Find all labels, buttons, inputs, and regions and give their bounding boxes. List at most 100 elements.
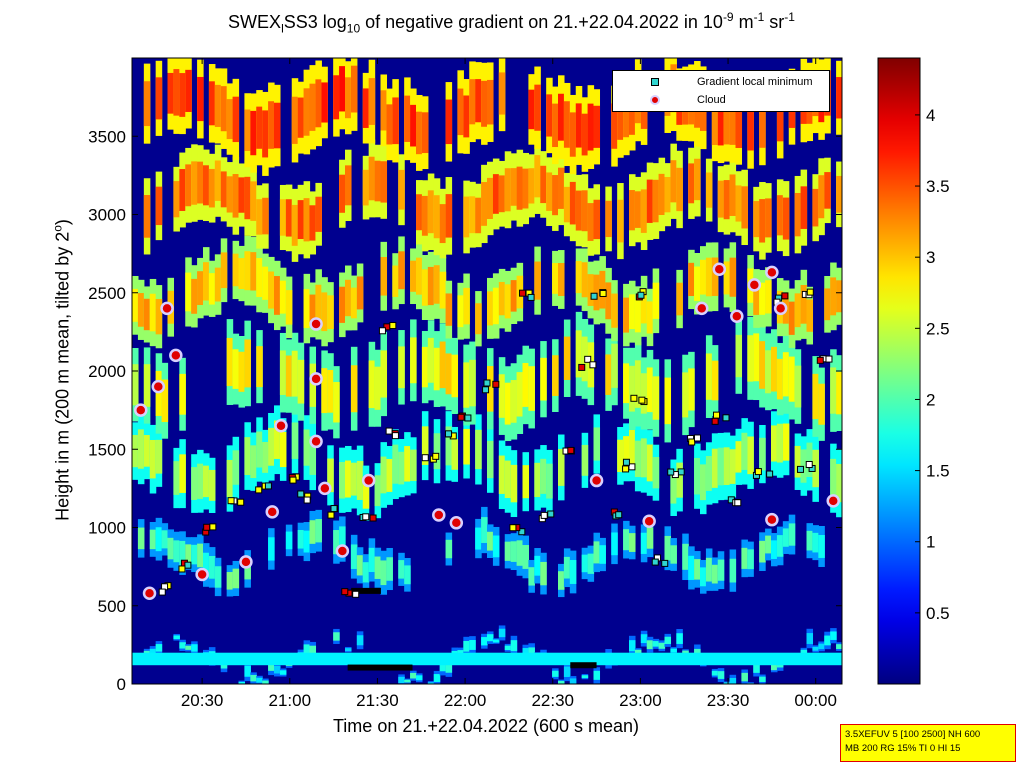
heatmap-cell: [179, 540, 186, 566]
heatmap-cell: [629, 190, 636, 231]
heatmap-cell: [262, 441, 269, 473]
heatmap-cell: [463, 196, 470, 238]
heatmap-cell: [652, 179, 660, 223]
x-tick-label: 21:30: [356, 691, 399, 710]
heatmap-cell: [232, 450, 240, 485]
x-tick-label: 20:30: [181, 691, 224, 710]
heatmap-cell: [788, 356, 796, 402]
heatmap-cell: [197, 543, 204, 568]
colorbar-tick-label: 2: [926, 390, 935, 409]
heatmap-cell: [173, 461, 180, 495]
y-tick-label: 1000: [88, 519, 126, 538]
heatmap-cell: [510, 541, 518, 562]
heatmap-cell: [629, 429, 636, 467]
heatmap-cell: [599, 545, 606, 564]
colorbar-tick-label: 2.5: [926, 319, 950, 338]
cloud-marker: [169, 348, 183, 363]
heatmap-cell: [238, 258, 246, 290]
heatmap-cell: [634, 649, 642, 654]
heatmap-cell: [682, 372, 689, 418]
heatmap-cell: [611, 103, 618, 149]
heatmap-cell: [800, 649, 808, 655]
y-tick-label: 2000: [88, 362, 126, 381]
heatmap-cell: [214, 84, 222, 127]
heatmap-cell: [569, 181, 577, 225]
heatmap-cell: [516, 540, 524, 566]
heatmap-cell: [262, 197, 269, 235]
heatmap-cell: [806, 633, 814, 644]
heatmap-cell: [498, 455, 506, 494]
heatmap-cell: [303, 289, 311, 329]
heatmap-cell: [552, 355, 559, 396]
heatmap-cell: [765, 198, 772, 238]
cloud-marker: [265, 505, 279, 519]
heatmap-cell: [629, 533, 636, 552]
heatmap-cell: [806, 299, 814, 332]
x-tick-label: 22:00: [444, 691, 487, 710]
gradient-minimum-marker: [178, 565, 186, 573]
heatmap-cell: [753, 663, 760, 673]
heatmap-cell: [700, 567, 707, 587]
heatmap-cell: [451, 354, 459, 398]
heatmap-cell: [753, 333, 760, 382]
heatmap-cell: [504, 382, 512, 425]
heatmap-cell: [587, 274, 595, 306]
heatmap-cell: [256, 346, 263, 388]
heatmap-cell: [705, 257, 713, 297]
heatmap-cell: [558, 448, 565, 486]
gradient-minimum-marker: [492, 380, 500, 388]
heatmap-cell: [214, 160, 222, 201]
heatmap-cell: [173, 635, 180, 640]
gradient-minimum-marker: [389, 322, 397, 330]
cloud-marker: [449, 516, 464, 530]
heatmap-cell: [498, 175, 506, 213]
legend: Gradient local minimum Cloud: [612, 70, 830, 112]
heatmap-cell: [670, 160, 677, 203]
heatmap-cell: [640, 373, 648, 414]
heatmap-cell: [226, 572, 234, 590]
heatmap-cell: [510, 280, 518, 312]
heatmap-cell: [167, 537, 175, 560]
heatmap-cell: [185, 645, 192, 650]
heatmap-cell: [705, 557, 713, 582]
colorbar-tick-label: 3: [926, 248, 935, 267]
gradient-minimum-marker: [203, 523, 211, 531]
heatmap-cell: [800, 186, 808, 229]
heatmap-cell: [309, 294, 317, 326]
heatmap-cell: [611, 532, 618, 556]
heatmap-cell: [646, 527, 654, 549]
heatmap-cell: [558, 680, 565, 684]
heatmap-cell: [197, 76, 204, 122]
heatmap-cell: [155, 77, 163, 120]
legend-item-minimum: Gradient local minimum: [613, 75, 829, 91]
heatmap-cell: [522, 362, 530, 407]
heatmap-cell: [137, 527, 145, 550]
heatmap-cell: [203, 552, 210, 578]
heatmap-cell: [445, 426, 453, 466]
cloud-marker: [239, 555, 253, 569]
cloud-marker: [695, 301, 709, 316]
gradient-minimum-marker: [622, 465, 630, 473]
cloud-marker: [747, 278, 762, 292]
heatmap-cell: [155, 298, 163, 335]
heatmap-cell: [492, 287, 500, 325]
info-line-1: 3.5XEFUV 5 [100 2500] NH 600: [845, 729, 981, 740]
heatmap-cell: [250, 674, 257, 682]
heatmap-cell: [747, 549, 754, 570]
heatmap-cell: [652, 376, 660, 420]
heatmap-cell: [729, 257, 737, 297]
heatmap-cell: [652, 282, 660, 319]
info-line-2: MB 200 RG 15% TI 0 HI 15: [845, 743, 961, 754]
y-tick-label: 3000: [88, 206, 126, 225]
heatmap-cell: [220, 86, 228, 132]
heatmap-cell: [836, 644, 842, 649]
heatmap-cell: [445, 194, 453, 238]
heatmap-cell: [421, 112, 429, 154]
heatmap-cell: [339, 174, 346, 213]
heatmap-cell: [824, 172, 831, 209]
heatmap-cell: [327, 295, 334, 329]
heatmap-cell: [487, 79, 494, 125]
heatmap-cell: [191, 467, 198, 500]
heatmap-cell: [658, 642, 666, 649]
heatmap-cell: [398, 676, 405, 683]
